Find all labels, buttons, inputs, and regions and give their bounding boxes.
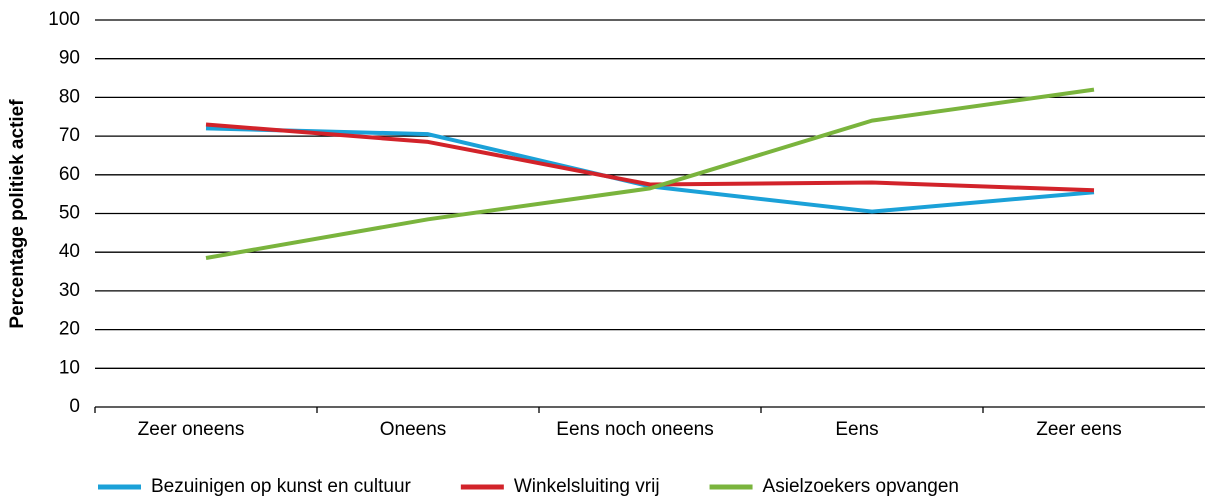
x-tick-label: Zeer eens bbox=[1036, 419, 1122, 440]
y-tick-label: 90 bbox=[59, 48, 80, 69]
x-tick-label: Zeer oneens bbox=[138, 419, 245, 440]
series-line bbox=[205, 126, 1095, 214]
y-tick-label: 20 bbox=[59, 319, 80, 340]
y-tick-label: 50 bbox=[59, 203, 80, 224]
legend-label: Asielzoekers opvangen bbox=[763, 476, 959, 497]
legend-label: Winkelsluiting vrij bbox=[514, 476, 660, 497]
legend-label: Bezuinigen op kunst en cultuur bbox=[151, 476, 412, 497]
y-tick-label: 0 bbox=[69, 396, 80, 417]
series-line bbox=[205, 87, 1095, 260]
y-tick-label: 10 bbox=[59, 357, 80, 378]
y-tick-label: 100 bbox=[48, 9, 80, 30]
x-tick-label: Oneens bbox=[380, 419, 447, 440]
x-tick-label: Eens bbox=[835, 419, 878, 440]
y-tick-label: 60 bbox=[59, 164, 80, 185]
x-tick-label: Eens noch oneens bbox=[556, 419, 713, 440]
y-tick-label: 40 bbox=[59, 241, 80, 262]
y-tick-label: 80 bbox=[59, 86, 80, 107]
y-axis-label: Percentage politiek actief bbox=[7, 99, 28, 329]
y-tick-label: 70 bbox=[59, 125, 80, 146]
series-line bbox=[205, 122, 1095, 193]
y-tick-label: 30 bbox=[59, 280, 80, 301]
